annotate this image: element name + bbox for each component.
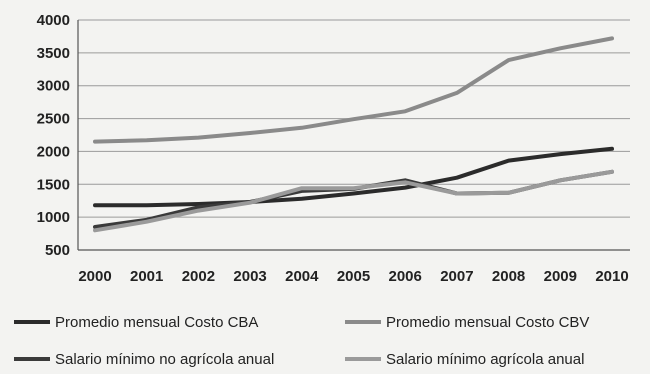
- data-point: [403, 109, 407, 113]
- data-point: [352, 117, 356, 121]
- data-point: [93, 140, 97, 144]
- y-tick-label: 4000: [37, 12, 70, 29]
- gridlines: [78, 19, 630, 218]
- y-tick-label: 3000: [37, 78, 70, 95]
- data-point: [455, 176, 459, 180]
- legend-label: Promedio mensual Costo CBV: [386, 314, 589, 331]
- x-tick-label: 2009: [544, 268, 577, 285]
- data-point: [610, 147, 614, 151]
- data-point: [145, 138, 149, 142]
- data-point: [145, 203, 149, 207]
- x-tick-label: 2004: [285, 268, 319, 285]
- data-point: [248, 131, 252, 135]
- series-line-1: [93, 146, 614, 208]
- series-line-3: [93, 169, 614, 229]
- x-tick-label: 2002: [182, 268, 215, 285]
- data-point: [300, 186, 304, 190]
- series-line-2: [93, 36, 614, 144]
- x-tick-label: 2001: [130, 268, 163, 285]
- y-tick-label: 2500: [37, 111, 70, 128]
- data-point: [610, 170, 614, 174]
- data-point: [558, 46, 562, 50]
- axes: [77, 20, 630, 251]
- data-point: [455, 191, 459, 195]
- y-tick-label: 3500: [37, 45, 70, 62]
- data-point: [248, 201, 252, 205]
- legend-label: Promedio mensual Costo CBA: [55, 314, 258, 331]
- y-tick-label: 1500: [37, 176, 70, 193]
- x-tick-label: 2010: [595, 268, 628, 285]
- x-tick-label: 2006: [389, 268, 422, 285]
- legend-label: Salario mínimo no agrícola anual: [55, 351, 274, 368]
- data-point: [507, 191, 511, 195]
- legend-label: Salario mínimo agrícola anual: [386, 351, 584, 368]
- legend: Promedio mensual Costo CBA Promedio mensu…: [14, 314, 589, 368]
- data-point: [507, 58, 511, 62]
- tick-labels: 500 1000 1500 2000 2500 3000 3500 4000 2000 2001 2…: [37, 12, 629, 285]
- series-line-4: [93, 169, 614, 233]
- y-tick-label: 500: [45, 242, 70, 259]
- data-point: [455, 91, 459, 95]
- x-tick-label: 2003: [233, 268, 266, 285]
- data-point: [196, 209, 200, 213]
- y-tick-label: 2000: [37, 143, 70, 160]
- data-point: [93, 203, 97, 207]
- y-tick-label: 1000: [37, 209, 70, 226]
- x-tick-label: 2005: [337, 268, 370, 285]
- data-point: [300, 197, 304, 201]
- data-point: [196, 136, 200, 140]
- x-tick-label: 2000: [78, 268, 111, 285]
- series-lines: [93, 36, 614, 233]
- data-point: [403, 180, 407, 184]
- data-point: [352, 191, 356, 195]
- data-point: [93, 228, 97, 232]
- data-point: [300, 126, 304, 130]
- data-point: [403, 186, 407, 190]
- x-tick-label: 2007: [440, 268, 473, 285]
- data-point: [558, 178, 562, 182]
- data-point: [507, 159, 511, 163]
- data-point: [145, 220, 149, 224]
- x-tick-label: 2008: [492, 268, 525, 285]
- data-point: [352, 186, 356, 190]
- data-point: [610, 36, 614, 40]
- data-point: [558, 152, 562, 156]
